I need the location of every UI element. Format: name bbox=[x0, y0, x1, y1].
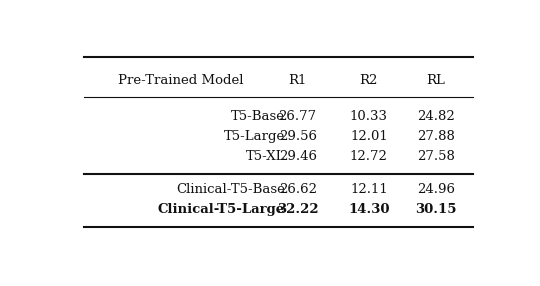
Text: 30.15: 30.15 bbox=[415, 203, 456, 216]
Text: 26.62: 26.62 bbox=[279, 183, 316, 196]
Text: T5-Base: T5-Base bbox=[231, 110, 285, 123]
Text: 27.88: 27.88 bbox=[417, 130, 455, 143]
Text: 27.58: 27.58 bbox=[417, 150, 455, 163]
Text: 10.33: 10.33 bbox=[350, 110, 388, 123]
Text: 29.56: 29.56 bbox=[279, 130, 316, 143]
Text: 26.77: 26.77 bbox=[279, 110, 317, 123]
Text: 29.46: 29.46 bbox=[279, 150, 316, 163]
Text: R1: R1 bbox=[288, 74, 307, 87]
Text: T5-Large: T5-Large bbox=[224, 130, 285, 143]
Text: Clinical-T5-Large: Clinical-T5-Large bbox=[158, 203, 285, 216]
Text: T5-XL: T5-XL bbox=[246, 150, 285, 163]
Text: 32.22: 32.22 bbox=[277, 203, 319, 216]
Text: 24.82: 24.82 bbox=[417, 110, 455, 123]
Text: RL: RL bbox=[427, 74, 445, 87]
Text: 12.72: 12.72 bbox=[350, 150, 388, 163]
Text: 12.01: 12.01 bbox=[350, 130, 388, 143]
Text: Pre-Trained Model: Pre-Trained Model bbox=[118, 74, 243, 87]
Text: 24.96: 24.96 bbox=[417, 183, 455, 196]
Text: 14.30: 14.30 bbox=[348, 203, 389, 216]
Text: 12.11: 12.11 bbox=[350, 183, 388, 196]
Text: Clinical-T5-Base: Clinical-T5-Base bbox=[176, 183, 285, 196]
Text: R2: R2 bbox=[360, 74, 378, 87]
